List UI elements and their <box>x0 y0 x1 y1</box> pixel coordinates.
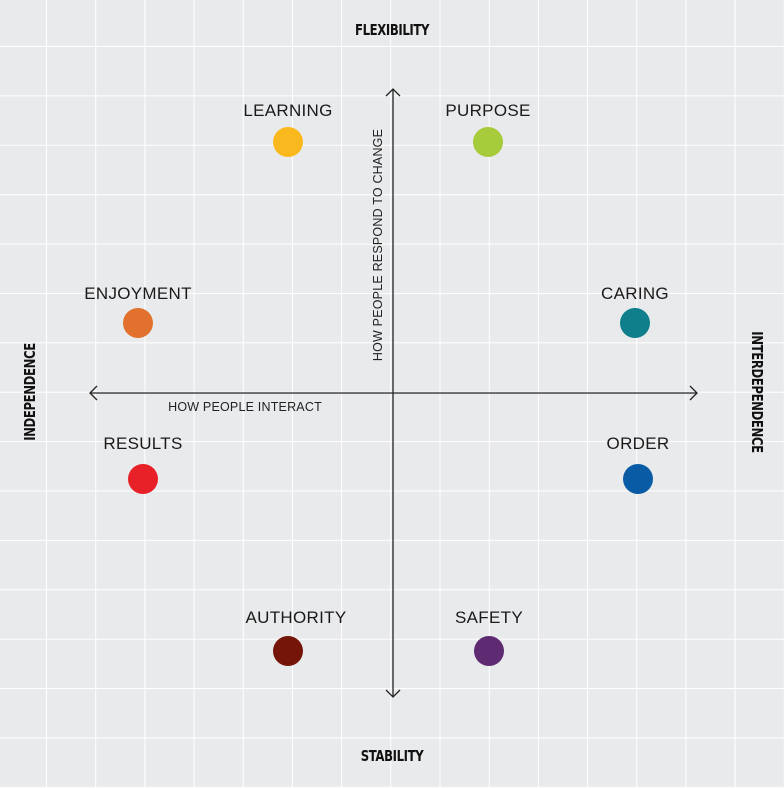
culture-dot-authority <box>273 636 303 666</box>
culture-dot-safety <box>474 636 504 666</box>
culture-label-learning: LEARNING <box>243 101 333 120</box>
left-arrowhead <box>89 385 98 401</box>
culture-label-order: ORDER <box>606 434 670 453</box>
vertical-axis-caption: HOW PEOPLE RESPOND TO CHANGE <box>371 128 385 362</box>
culture-label-enjoyment: ENJOYMENT <box>84 284 192 303</box>
pole-flexibility: FLEXIBILITY <box>354 21 430 39</box>
culture-label-caring: CARING <box>601 284 669 303</box>
culture-label-results: RESULTS <box>103 434 183 453</box>
culture-label-purpose: PURPOSE <box>445 101 531 120</box>
culture-label-authority: AUTHORITY <box>245 608 347 627</box>
culture-dot-caring <box>620 308 650 338</box>
culture-dot-enjoyment <box>123 308 153 338</box>
pole-independence: INDEPENDENCE <box>21 343 39 441</box>
culture-dot-results <box>128 464 158 494</box>
horizontal-axis-caption: HOW PEOPLE INTERACT <box>168 400 322 414</box>
bottom-arrowhead <box>385 689 401 698</box>
culture-dot-order <box>623 464 653 494</box>
top-arrowhead <box>385 88 401 97</box>
pole-stability: STABILITY <box>360 747 424 765</box>
culture-dot-purpose <box>473 127 503 157</box>
culture-dot-learning <box>273 127 303 157</box>
right-arrowhead <box>689 385 698 401</box>
culture-label-safety: SAFETY <box>455 608 523 627</box>
pole-interdependence: INTERDEPENDENCE <box>748 331 766 453</box>
